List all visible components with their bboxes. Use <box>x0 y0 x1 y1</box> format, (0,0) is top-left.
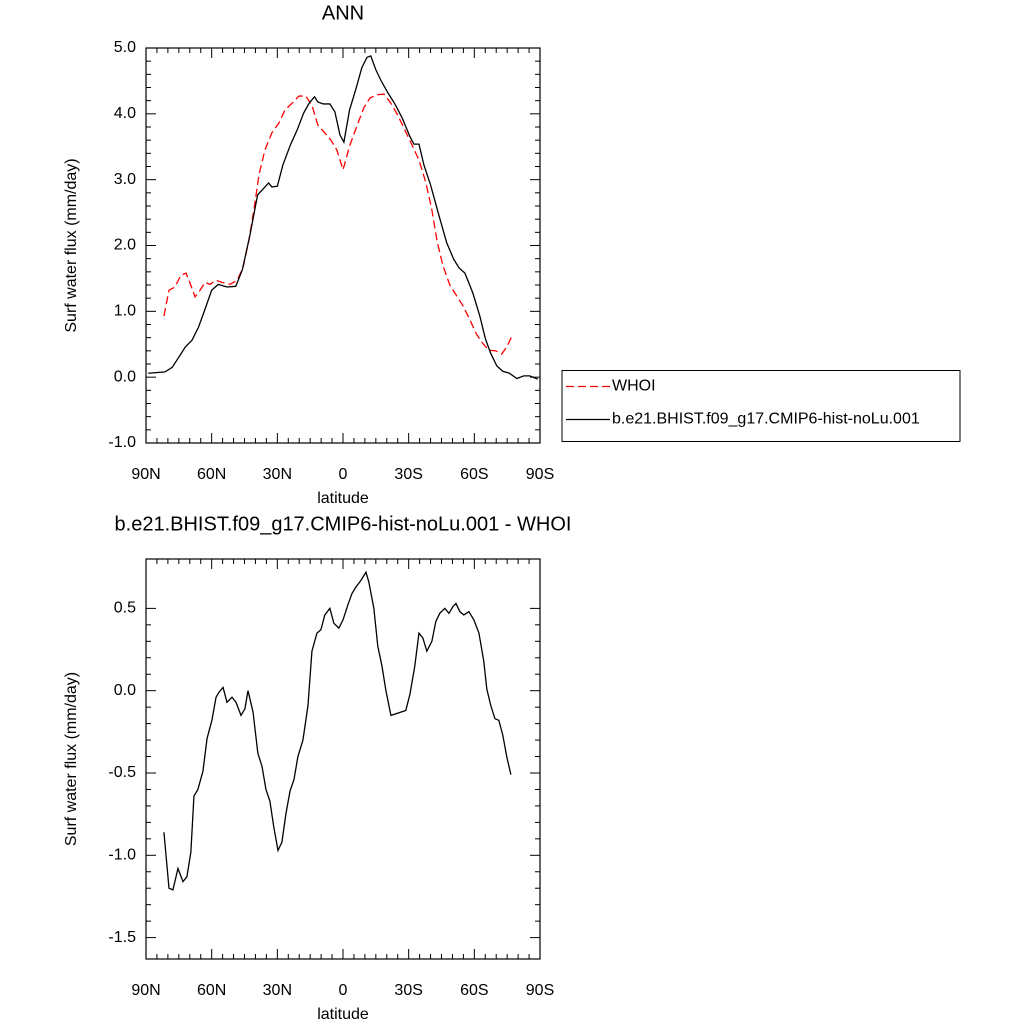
x-tick-label: 30N <box>263 982 292 999</box>
y-tick-label: 0.0 <box>114 368 136 385</box>
y-tick-label: -1.5 <box>108 929 136 946</box>
series-line <box>163 570 512 891</box>
x-tick-label: 60S <box>460 982 488 999</box>
x-tick-label: 30N <box>263 466 292 483</box>
x-axis-title: latitude <box>317 490 369 507</box>
y-tick-label: -0.5 <box>108 764 136 781</box>
x-tick-label: 30S <box>394 982 422 999</box>
chart-title: b.e21.BHIST.f09_g17.CMIP6-hist-noLu.001 … <box>115 513 572 535</box>
legend-label: b.e21.BHIST.f09_g17.CMIP6-hist-noLu.001 <box>612 411 920 428</box>
plot-frame <box>145 558 541 960</box>
plot-frame <box>145 47 541 444</box>
series-line <box>163 93 513 355</box>
legend-box <box>561 370 961 442</box>
series-line <box>148 55 539 380</box>
chart-title: ANN <box>322 2 364 24</box>
y-tick-label: -1.0 <box>108 434 136 451</box>
y-tick-label: 5.0 <box>114 39 136 56</box>
x-tick-label: 90N <box>131 466 160 483</box>
y-tick-label: 1.0 <box>114 303 136 320</box>
x-tick-label: 30S <box>394 466 422 483</box>
y-axis-title: Surf water flux (mm/day) <box>63 672 80 846</box>
legend-label: WHOI <box>612 378 656 395</box>
x-tick-label: 90N <box>131 982 160 999</box>
y-tick-label: 4.0 <box>114 105 136 122</box>
x-tick-label: 0 <box>339 982 348 999</box>
x-tick-label: 0 <box>339 466 348 483</box>
x-tick-label: 60N <box>197 982 226 999</box>
x-tick-label: 90S <box>526 466 554 483</box>
y-tick-label: 3.0 <box>114 171 136 188</box>
y-tick-label: 0.0 <box>114 682 136 699</box>
x-tick-label: 60S <box>460 466 488 483</box>
x-tick-label: 90S <box>526 982 554 999</box>
y-tick-label: 0.5 <box>114 600 136 617</box>
x-tick-label: 60N <box>197 466 226 483</box>
y-tick-label: -1.0 <box>108 847 136 864</box>
y-axis-title: Surf water flux (mm/day) <box>63 158 80 332</box>
x-axis-title: latitude <box>317 1006 369 1023</box>
y-tick-label: 2.0 <box>114 237 136 254</box>
